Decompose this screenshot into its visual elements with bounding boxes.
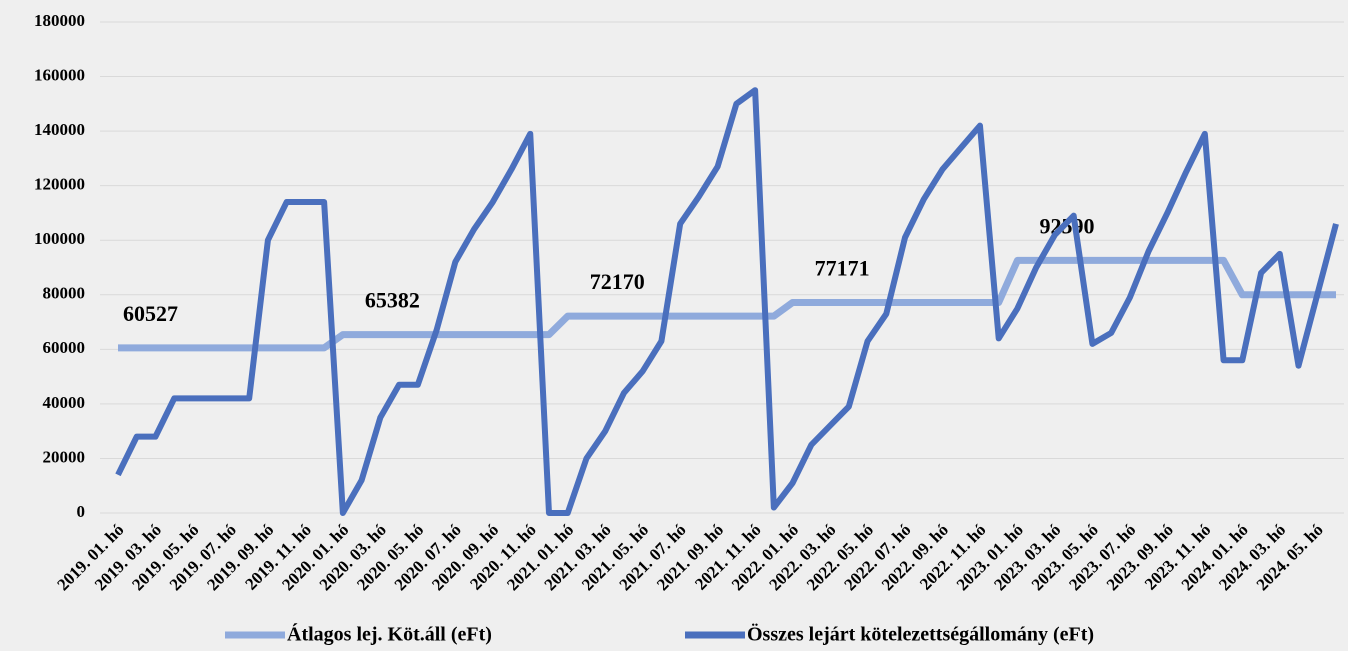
y-tick-label: 20000 <box>43 447 86 466</box>
y-tick-label: 160000 <box>34 65 85 84</box>
y-tick-label: 140000 <box>34 120 85 139</box>
y-tick-label: 60000 <box>43 338 86 357</box>
y-tick-label: 0 <box>77 502 86 521</box>
y-tick-label: 100000 <box>34 229 85 248</box>
series-line <box>118 256 1336 352</box>
y-tick-label: 180000 <box>34 11 85 30</box>
data-label: 77171 <box>815 256 870 281</box>
y-tick-label: 40000 <box>43 393 86 412</box>
legend-label: Átlagos lej. Köt.áll (eFt) <box>287 623 492 646</box>
y-tick-label: 120000 <box>34 175 85 194</box>
data-label: 72170 <box>590 269 645 294</box>
series-line <box>115 87 1339 516</box>
data-label: 60527 <box>123 301 178 326</box>
data-label: 65382 <box>365 288 420 313</box>
y-tick-label: 80000 <box>43 284 86 303</box>
legend-label: Összes lejárt kötelezettségállomány (eFt… <box>747 623 1094 646</box>
